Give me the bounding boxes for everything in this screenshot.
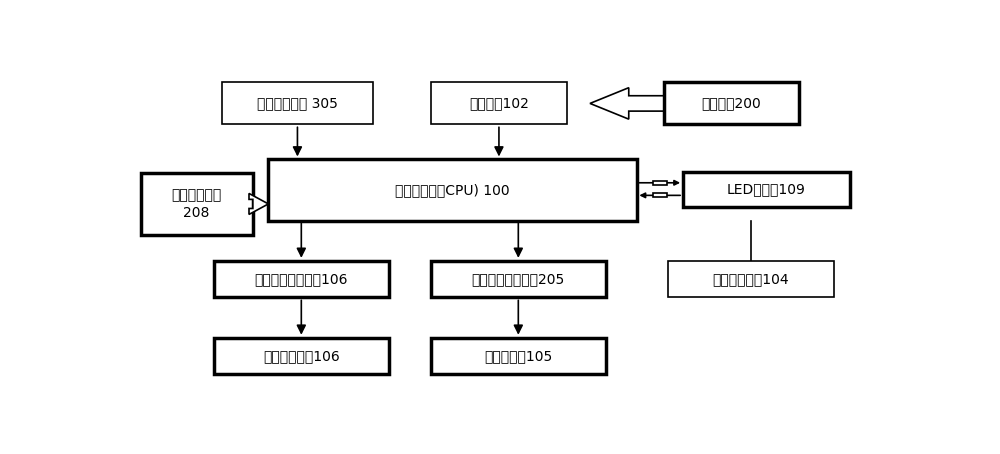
Text: 红外加热驱动单元106: 红外加热驱动单元106: [255, 272, 348, 286]
Text: 艾灸加热驱动单元205: 艾灸加热驱动单元205: [472, 272, 565, 286]
Bar: [268, 159, 637, 221]
Bar: [664, 83, 799, 124]
Bar: [140, 173, 253, 235]
Polygon shape: [590, 88, 664, 119]
Text: 远红外加热器106: 远红外加热器106: [263, 349, 340, 363]
Text: 中央处理器（CPU) 100: 中央处理器（CPU) 100: [395, 183, 510, 197]
Text: LED显示器109: LED显示器109: [727, 182, 806, 196]
Bar: [668, 261, 834, 297]
Text: 温度检测单元104: 温度检测单元104: [712, 272, 789, 286]
Text: 艾灸治疗仪105: 艾灸治疗仪105: [484, 349, 552, 363]
Text: 系统电源200: 系统电源200: [702, 96, 761, 110]
Bar: [214, 261, 388, 297]
Text: 开关复位单元 305: 开关复位单元 305: [257, 96, 338, 110]
Bar: [431, 261, 606, 297]
Bar: [431, 83, 567, 124]
Bar: [214, 338, 388, 375]
Text: 定时电路102: 定时电路102: [469, 96, 529, 110]
Bar: [653, 193, 667, 197]
Bar: [431, 338, 606, 375]
Bar: [683, 172, 850, 207]
Polygon shape: [249, 193, 268, 214]
Text: 闭合传感电路
208: 闭合传感电路 208: [172, 188, 222, 220]
Bar: [222, 83, 373, 124]
Bar: [653, 181, 667, 185]
